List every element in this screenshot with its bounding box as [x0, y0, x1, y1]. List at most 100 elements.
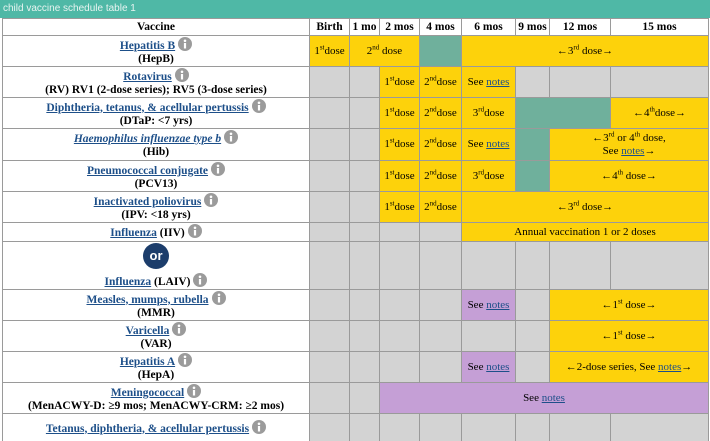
caption: child vaccine schedule table 1: [0, 0, 710, 18]
dose-text: dose: [436, 75, 457, 88]
schedule-cell: [349, 413, 380, 441]
dose-text: dose: [394, 75, 415, 88]
schedule-cell: 1stdose: [379, 128, 420, 161]
dose-text: ←2-dose series, See: [565, 360, 659, 373]
schedule-cell: [309, 320, 350, 352]
notes-link[interactable]: notes: [541, 391, 565, 404]
dose-text: →: [644, 144, 656, 157]
schedule-cell: [461, 241, 516, 290]
schedule-cell: [309, 289, 350, 321]
ordinal: nd: [429, 167, 437, 176]
schedule-cell: [309, 66, 350, 98]
vaccine-row: Hepatitis B (HepB) 1stdose 2nd dose ←3rd dos…: [2, 35, 709, 67]
info-icon[interactable]: [204, 192, 219, 207]
notes-link[interactable]: notes: [486, 298, 510, 311]
vaccine-row: Diphtheria, tetanus, & acellular pertuss…: [2, 97, 709, 129]
notes-link[interactable]: notes: [658, 360, 682, 373]
info-icon[interactable]: [252, 419, 267, 434]
schedule-cell: [379, 413, 420, 441]
info-icon[interactable]: [193, 272, 208, 287]
schedule-cell: [379, 320, 420, 352]
schedule-cell: Annual vaccination 1 or 2 doses: [461, 222, 709, 242]
info-icon[interactable]: [178, 36, 193, 51]
vaccine-link[interactable]: Haemophilus influenzae type b: [73, 133, 222, 145]
schedule-cell: [349, 160, 380, 192]
vaccine-link[interactable]: Meningococcal: [110, 386, 185, 399]
info-icon[interactable]: [224, 130, 239, 144]
schedule-cell: See notes: [379, 382, 709, 414]
vaccine-abbr: (RV) RV1 (2-dose series); RV5 (3-dose se…: [45, 83, 267, 96]
vaccine-cell: Pneumococcal conjugate (PCV13): [2, 160, 310, 192]
ordinal: rd: [478, 167, 485, 176]
dose-text: 1: [314, 44, 320, 57]
notes-link[interactable]: notes: [486, 360, 510, 373]
vaccine-line: Diphtheria, tetanus, & acellular pertuss…: [46, 98, 266, 114]
notes-link[interactable]: notes: [486, 138, 510, 150]
info-icon[interactable]: [211, 290, 226, 305]
schedule-cell: 1stdose: [379, 160, 420, 192]
schedule-cell: [610, 66, 709, 98]
info-icon[interactable]: [211, 161, 226, 176]
dose-text: ←3: [556, 44, 574, 57]
info-icon[interactable]: [187, 383, 202, 398]
vaccine-line: Meningococcal: [110, 383, 202, 399]
info-icon[interactable]: [172, 321, 187, 336]
vaccine-link[interactable]: Measles, mumps, rubella: [86, 293, 209, 306]
info-icon[interactable]: [251, 98, 266, 113]
dose-text: 2: [424, 75, 430, 88]
vaccine-cell: Varicella (VAR): [2, 320, 310, 352]
schedule-cell: [309, 222, 350, 242]
vaccine-row: Meningococcal (MenACWY-D: ≥9 mos; MenACWY…: [2, 382, 709, 414]
schedule-cell: ←4thdose→: [610, 97, 709, 129]
vaccine-line: Tetanus, diphtheria, & acellular pertuss…: [45, 419, 267, 435]
schedule-cell: ←2-dose series, See notes→: [549, 351, 709, 383]
vaccine-cell: Haemophilus influenzae type b (Hib): [2, 128, 310, 161]
dose-text: dose→: [579, 44, 614, 57]
vaccine-row: Haemophilus influenzae type b (Hib) 1stdos…: [2, 128, 709, 161]
dose-text: 1: [384, 169, 390, 182]
vaccine-link[interactable]: Diphtheria, tetanus, & acellular pertuss…: [46, 101, 249, 114]
vaccine-link[interactable]: Inactivated poliovirus: [93, 195, 202, 208]
vaccine-line: Influenza (LAIV): [104, 272, 208, 288]
schedule-cell: [309, 351, 350, 383]
vaccine-cell: or Influenza (LAIV): [2, 241, 310, 290]
ordinal: rd: [573, 198, 580, 207]
schedule-cell: 1stdose: [379, 97, 420, 129]
notes-link[interactable]: notes: [486, 75, 510, 88]
vaccine-abbr: (PCV13): [134, 177, 178, 190]
vaccine-link[interactable]: Pneumococcal conjugate: [86, 164, 209, 177]
ordinal: st: [389, 136, 395, 145]
vaccine-abbr: (MMR): [137, 306, 175, 319]
ordinal: st: [389, 198, 395, 207]
vaccine-link[interactable]: Influenza: [110, 227, 157, 239]
ordinal: rd: [608, 129, 615, 138]
column-header: 15 mos: [610, 18, 709, 36]
dose-text: dose: [394, 138, 415, 150]
vaccine-link[interactable]: Influenza: [104, 275, 152, 288]
ordinal: rd: [573, 42, 580, 51]
schedule-cell: [515, 289, 550, 321]
schedule-cell: [461, 413, 516, 441]
schedule-cell: See notes: [461, 351, 516, 383]
vaccine-link[interactable]: Hepatitis A: [119, 355, 176, 368]
schedule-cell: [549, 66, 611, 98]
vaccine-link[interactable]: Rotavirus: [123, 70, 172, 83]
schedule-cell: [419, 222, 462, 242]
schedule-cell: 3rddose: [461, 97, 516, 129]
vaccine-link[interactable]: Tetanus, diphtheria, & acellular pertuss…: [45, 422, 250, 435]
vaccine-line: Inactivated poliovirus: [93, 192, 219, 208]
vaccine-link[interactable]: Varicella: [125, 324, 170, 337]
column-header: 12 mos: [549, 18, 611, 36]
column-header: Birth: [309, 18, 350, 36]
vaccine-link[interactable]: Hepatitis B: [119, 39, 176, 52]
info-icon[interactable]: [187, 224, 202, 238]
schedule-cell: [515, 128, 550, 161]
dose-text: See: [467, 138, 487, 150]
info-icon[interactable]: [174, 67, 189, 82]
schedule-cell: See notes: [461, 289, 516, 321]
vaccine-abbr: (HepA): [137, 368, 175, 381]
info-icon[interactable]: [178, 352, 193, 367]
ordinal: nd: [429, 136, 437, 145]
dose-text: 3: [472, 169, 479, 182]
notes-link[interactable]: notes: [621, 144, 645, 157]
